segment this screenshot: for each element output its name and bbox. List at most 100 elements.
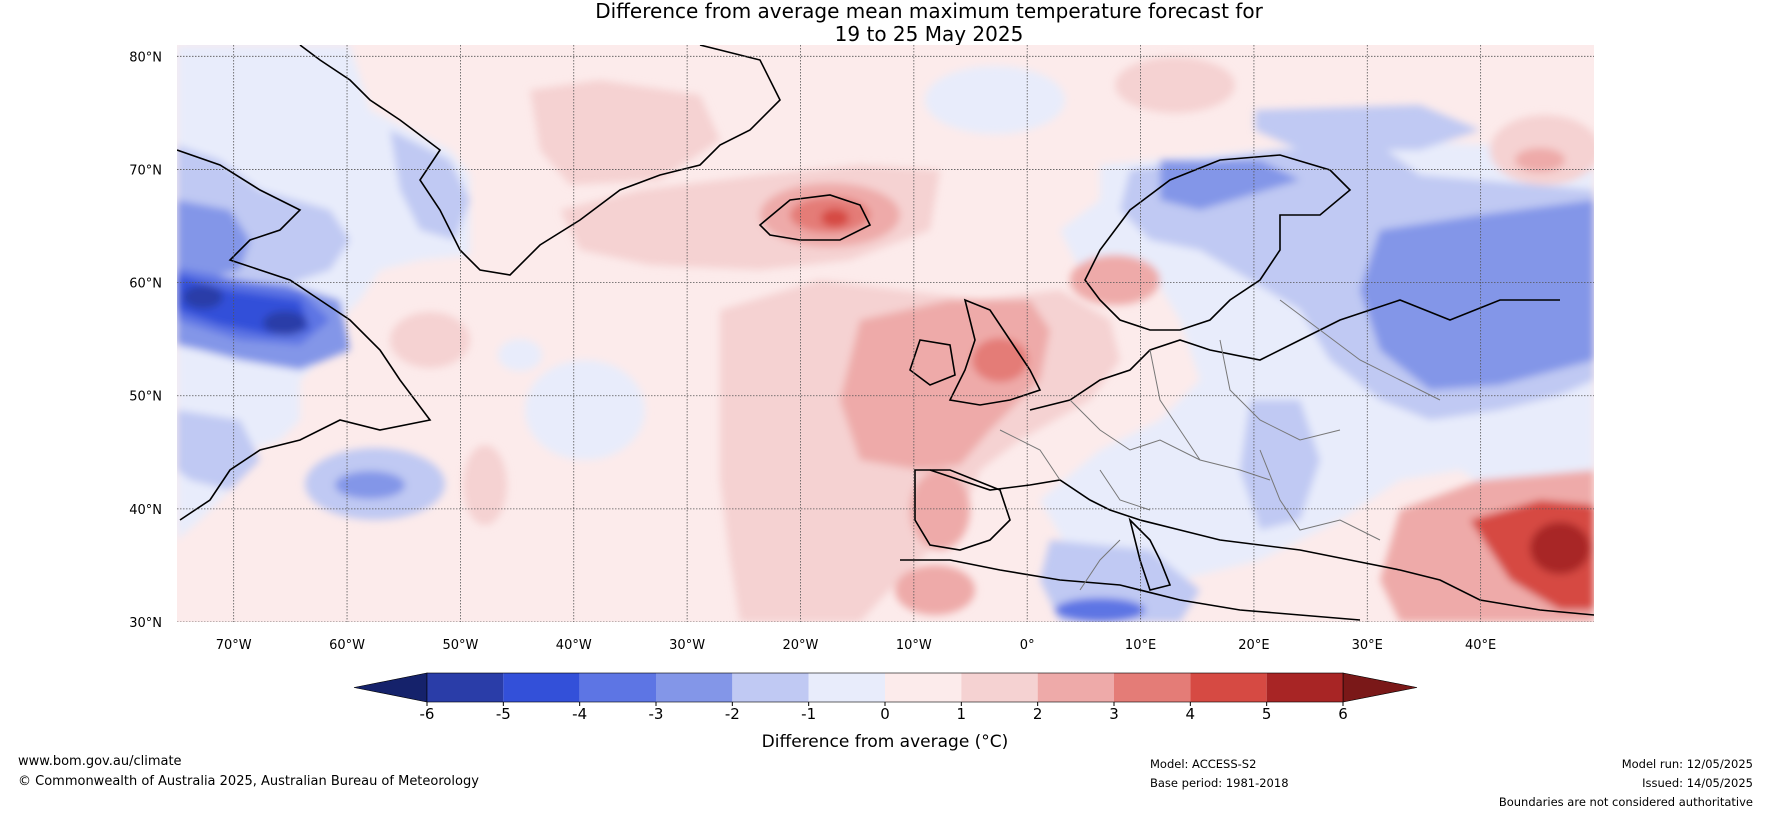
coastline-mediterranean-north (929, 469, 1594, 616)
coastline-greenland (299, 45, 781, 276)
border-line-2 (1149, 349, 1201, 461)
border-line-3 (1219, 339, 1341, 441)
lon-label: 60°W (329, 638, 365, 653)
cool-area-balkans (1240, 400, 1320, 530)
cool-core-atlantic-1 (335, 471, 405, 499)
warm-core-kara (1515, 148, 1565, 172)
colorbar-label: Difference from average (°C) (762, 732, 1009, 752)
colorbar-tick-label: 4 (1186, 705, 1196, 723)
colorbar-segment (885, 673, 962, 702)
footer-website: www.bom.gov.au/climate (18, 754, 182, 769)
lon-label: 40°W (556, 638, 592, 653)
cool-area-russia (1360, 200, 1594, 390)
colorbar-tick-label: 3 (1109, 705, 1119, 723)
cool-area-scandinavia (1160, 160, 1300, 210)
border-line-7 (999, 429, 1061, 481)
coastline-europe-north (1029, 299, 1560, 411)
warm-area-scandinavia-sw (1070, 255, 1160, 305)
footer-model-run: Model run: 12/05/2025 (1621, 757, 1753, 771)
colorbar-segment (1266, 673, 1343, 702)
coastline-scandinavia (1084, 154, 1352, 331)
coastline-italy (1128, 517, 1172, 591)
colorbar-segment (579, 673, 656, 702)
map-title: Difference from average mean maximum tem… (0, 0, 1770, 46)
colorbar-segment (732, 673, 809, 702)
lon-label: 0° (1020, 638, 1035, 653)
colorbar-extend-low (353, 672, 428, 703)
cool-core-north-africa (1055, 598, 1145, 622)
colorbar-tick-label: -2 (725, 705, 740, 723)
colorbar-tick-label: 6 (1338, 705, 1348, 723)
warm-area-iberia (910, 470, 970, 550)
warm-area-atlantic-small-2 (463, 445, 507, 525)
coastline-ireland (909, 339, 956, 386)
cool-core-labrador-2 (263, 311, 307, 335)
cool-area-atlantic-2 (525, 360, 645, 460)
lat-label: 30°N (129, 616, 162, 631)
graticule (177, 45, 1594, 622)
coastlines (177, 45, 1594, 621)
lon-label: 30°E (1352, 638, 1383, 653)
cool-core-labrador-1 (183, 285, 223, 309)
colorbar-segment (656, 673, 733, 702)
warm-core-middle-east (1530, 522, 1590, 574)
footer-disclaimer: Boundaries are not considered authoritat… (1498, 795, 1753, 809)
border-line-1 (1069, 399, 1271, 481)
footer-model: Model: ACCESS-S2 (1150, 757, 1257, 771)
lon-label: 10°E (1125, 638, 1156, 653)
colorbar-tick-label: -4 (572, 705, 587, 723)
latitude-labels: 80°N 70°N 60°N 50°N 40°N 30°N (129, 50, 162, 631)
coastline-great-britain (948, 298, 1042, 406)
footer-issued: Issued: 14/05/2025 (1642, 776, 1753, 790)
cool-area-newfoundland (177, 410, 260, 490)
anomaly-field (177, 45, 1594, 622)
colorbar-tick-label: 2 (1033, 705, 1043, 723)
border-line-5 (1259, 449, 1381, 541)
coastline-iceland (758, 194, 872, 241)
warm-area-svalbard (1115, 57, 1235, 113)
warm-core-iceland (821, 209, 849, 227)
coastline-iberia (914, 469, 1011, 551)
border-line-6 (1099, 469, 1151, 511)
colorbar-tick-label: 0 (880, 705, 890, 723)
colorbar-tick-label: -1 (801, 705, 816, 723)
lat-label: 40°N (129, 503, 162, 518)
warm-area-atlantic-small (390, 312, 470, 368)
colorbar-tick-label: 1 (957, 705, 967, 723)
longitude-labels: 70°W 60°W 50°W 40°W 30°W 20°W 10°W 0° 10°E 20°E 30… (216, 638, 1497, 653)
lon-label: 50°W (442, 638, 478, 653)
colorbar-tick-label: 5 (1262, 705, 1272, 723)
colorbar: -6 -5 -4 -3 -2 -1 0 1 2 3 4 5 6 (353, 672, 1418, 723)
colorbar-segment (808, 673, 885, 702)
lat-label: 80°N (129, 50, 162, 65)
lon-label: 70°W (216, 638, 252, 653)
colorbar-tick-label: -6 (420, 705, 435, 723)
border-line-4 (1279, 299, 1441, 401)
cool-area-atlantic-3 (498, 339, 542, 371)
lat-label: 70°N (129, 163, 162, 178)
colorbar-segment (503, 673, 580, 702)
lat-label: 60°N (129, 277, 162, 292)
lon-label: 40°E (1465, 638, 1496, 653)
colorbar-segment (1037, 673, 1114, 702)
colorbar-segment (427, 673, 504, 702)
lon-label: 10°W (896, 638, 932, 653)
warm-area-greenland-sea (530, 80, 720, 185)
country-borders (999, 299, 1441, 591)
lon-label: 20°W (783, 638, 819, 653)
coastline-north-africa (900, 559, 1361, 621)
cool-area-norwegian-sea (925, 66, 1065, 134)
warm-area-morocco (895, 565, 975, 615)
title-line-2: 19 to 25 May 2025 (834, 22, 1024, 46)
colorbar-tick-label: -3 (649, 705, 664, 723)
border-line-8 (1079, 539, 1121, 591)
colorbar-segment (1114, 673, 1191, 702)
colorbar-segment (961, 673, 1038, 702)
colorbar-tick-label: -5 (496, 705, 511, 723)
footer-base-period: Base period: 1981-2018 (1150, 776, 1289, 790)
lon-label: 30°W (669, 638, 705, 653)
title-line-1: Difference from average mean maximum tem… (595, 0, 1263, 23)
warm-core-uk (972, 338, 1028, 382)
cool-area-greenland-sw (390, 130, 470, 240)
